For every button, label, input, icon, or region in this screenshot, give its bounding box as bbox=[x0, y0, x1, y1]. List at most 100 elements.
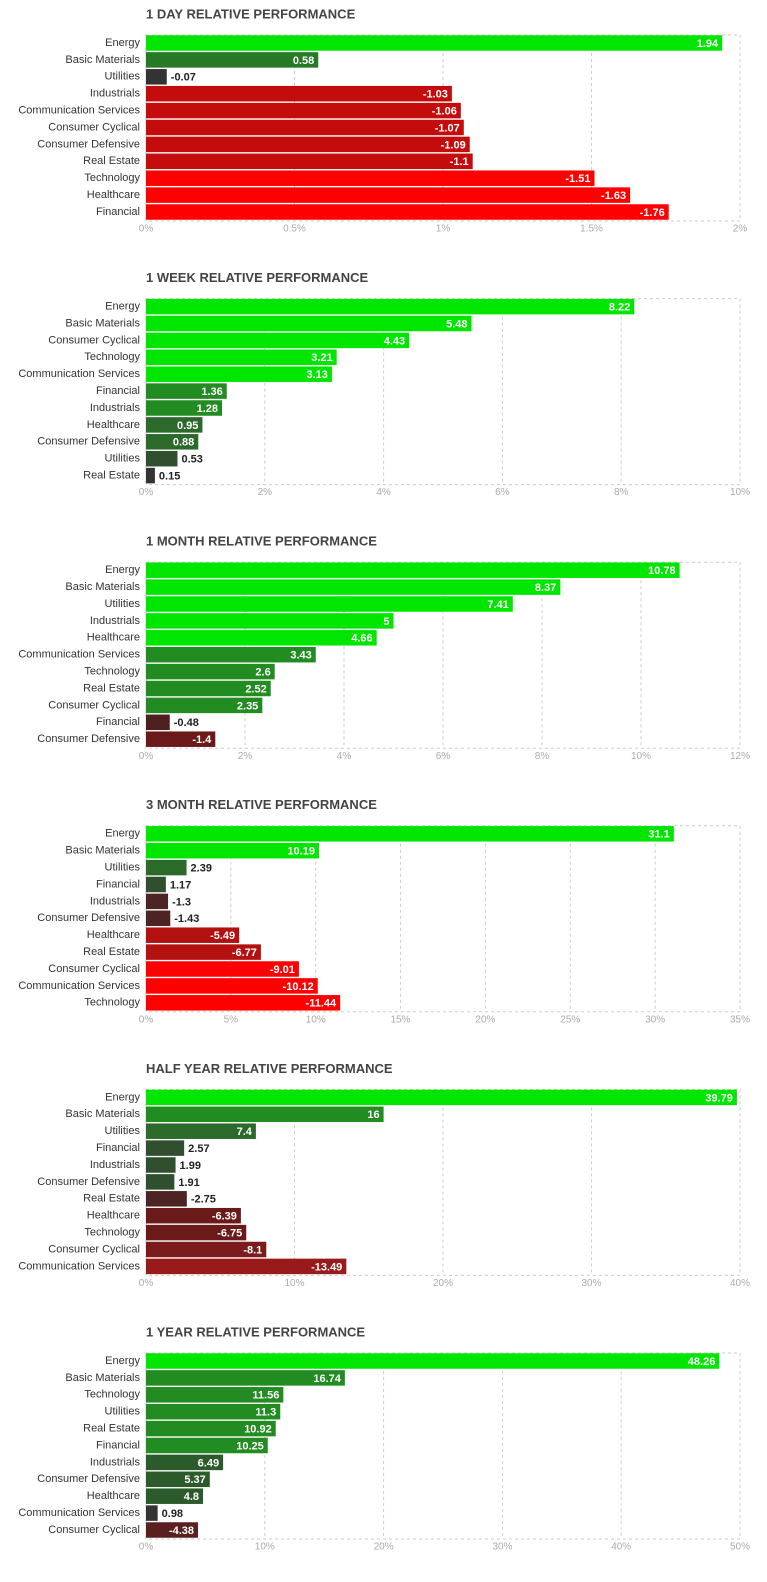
bar bbox=[146, 332, 410, 349]
category-label: Technology bbox=[84, 351, 140, 363]
value-label: 4.8 bbox=[184, 1491, 199, 1503]
value-label: -1.03 bbox=[423, 89, 448, 101]
value-label: -11.44 bbox=[306, 998, 337, 1010]
category-label: Financial bbox=[96, 1439, 140, 1451]
bar bbox=[146, 714, 170, 731]
category-label: Consumer Defensive bbox=[37, 138, 140, 150]
category-label: Financial bbox=[96, 716, 140, 728]
x-tick-label: 0% bbox=[139, 224, 154, 235]
value-label: 2.6 bbox=[255, 667, 270, 679]
category-label: Basic Materials bbox=[65, 54, 140, 66]
bar bbox=[146, 1191, 187, 1207]
x-tick-label: 40% bbox=[730, 1278, 750, 1289]
bar bbox=[146, 119, 464, 136]
value-label: 1.28 bbox=[197, 403, 218, 415]
category-label: Energy bbox=[105, 1355, 140, 1367]
bar bbox=[146, 1454, 224, 1471]
x-tick-label: 4% bbox=[376, 487, 391, 498]
value-label: -1.06 bbox=[432, 106, 457, 118]
value-label: 8.37 bbox=[535, 582, 556, 594]
value-label: 7.4 bbox=[237, 1126, 253, 1138]
value-label: 6.49 bbox=[198, 1457, 219, 1469]
bar bbox=[146, 1505, 158, 1521]
category-label: Consumer Defensive bbox=[37, 733, 140, 745]
bar bbox=[146, 400, 223, 416]
x-tick-label: 10% bbox=[284, 1278, 304, 1289]
category-label: Technology bbox=[84, 666, 140, 678]
bar bbox=[146, 315, 472, 332]
category-label: Healthcare bbox=[87, 1210, 140, 1222]
bar bbox=[146, 978, 318, 994]
chart-title: HALF YEAR RELATIVE PERFORMANCE bbox=[146, 1061, 393, 1076]
value-label: -1.3 bbox=[172, 896, 191, 908]
value-label: 31.1 bbox=[648, 829, 669, 841]
bar bbox=[146, 630, 377, 646]
value-label: -1.63 bbox=[601, 190, 626, 202]
bar bbox=[146, 1174, 175, 1190]
chart-title: 1 WEEK RELATIVE PERFORMANCE bbox=[146, 270, 369, 285]
x-tick-label: 15% bbox=[391, 1014, 411, 1025]
category-label: Utilities bbox=[105, 862, 141, 874]
category-label: Industrials bbox=[90, 88, 141, 100]
value-label: 0.58 bbox=[293, 55, 314, 67]
value-label: 2.39 bbox=[191, 863, 212, 875]
chart-title: 1 MONTH RELATIVE PERFORMANCE bbox=[146, 534, 377, 549]
value-label: 1.36 bbox=[201, 386, 222, 398]
x-tick-label: 5% bbox=[224, 1014, 239, 1025]
category-label: Consumer Defensive bbox=[37, 912, 140, 924]
category-label: Industrials bbox=[90, 1456, 141, 1468]
x-tick-label: 10% bbox=[730, 487, 750, 498]
bar bbox=[146, 562, 680, 578]
bar bbox=[146, 1353, 720, 1369]
category-label: Utilities bbox=[105, 1406, 141, 1418]
bar bbox=[146, 697, 263, 714]
value-label: 1.17 bbox=[170, 879, 191, 891]
x-tick-label: 0% bbox=[139, 1014, 154, 1025]
x-tick-label: 8% bbox=[535, 751, 550, 762]
value-label: 11.56 bbox=[252, 1390, 279, 1402]
category-label: Basic Materials bbox=[65, 1372, 140, 1384]
value-label: -6.75 bbox=[217, 1228, 242, 1240]
bar bbox=[146, 1403, 281, 1420]
value-label: -6.39 bbox=[212, 1211, 237, 1223]
value-label: -1.1 bbox=[450, 156, 469, 168]
bar bbox=[146, 85, 452, 102]
value-label: -1.07 bbox=[435, 122, 460, 134]
category-label: Industrials bbox=[90, 402, 141, 414]
category-label: Healthcare bbox=[87, 929, 140, 941]
value-label: 5.48 bbox=[446, 318, 467, 330]
bar bbox=[146, 893, 169, 910]
value-label: -2.75 bbox=[191, 1194, 216, 1206]
category-label: Utilities bbox=[105, 453, 141, 465]
bar bbox=[146, 826, 674, 842]
value-label: 0.98 bbox=[162, 1508, 183, 1520]
x-tick-label: 12% bbox=[730, 751, 750, 762]
value-label: -1.09 bbox=[441, 139, 466, 151]
category-label: Communication Services bbox=[18, 1260, 140, 1272]
bar bbox=[146, 450, 178, 467]
category-label: Technology bbox=[84, 997, 140, 1009]
category-label: Financial bbox=[96, 206, 140, 218]
x-tick-label: 50% bbox=[730, 1542, 750, 1553]
category-label: Healthcare bbox=[87, 189, 140, 201]
chart-title: 1 YEAR RELATIVE PERFORMANCE bbox=[146, 1324, 365, 1339]
category-label: Communication Services bbox=[18, 649, 140, 661]
category-label: Technology bbox=[84, 172, 140, 184]
x-tick-label: 25% bbox=[560, 1014, 580, 1025]
category-label: Industrials bbox=[90, 1159, 141, 1171]
bar bbox=[146, 1157, 176, 1173]
bar bbox=[146, 1207, 241, 1224]
bar bbox=[146, 102, 461, 119]
bar bbox=[146, 52, 319, 68]
value-label: 10.92 bbox=[244, 1424, 272, 1436]
bar bbox=[146, 204, 669, 220]
bar bbox=[146, 69, 167, 85]
value-label: 2.35 bbox=[237, 700, 258, 712]
bar bbox=[146, 1123, 256, 1139]
category-label: Basic Materials bbox=[65, 845, 140, 857]
value-label: 10.25 bbox=[236, 1440, 264, 1452]
category-label: Communication Services bbox=[18, 1507, 140, 1519]
value-label: 3.21 bbox=[311, 352, 332, 364]
value-label: -8.1 bbox=[243, 1244, 262, 1256]
